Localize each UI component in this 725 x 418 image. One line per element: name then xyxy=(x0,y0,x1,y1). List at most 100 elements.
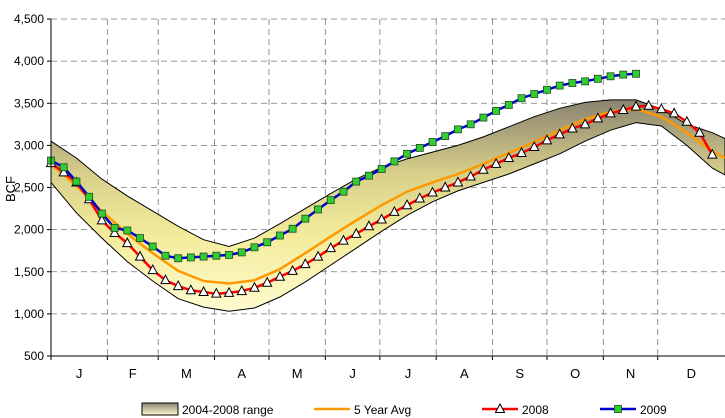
y-tick-label: 4,000 xyxy=(14,54,44,68)
series-2008-point xyxy=(656,103,667,114)
x-tick-label: D xyxy=(687,366,696,381)
legend-marker-2008 xyxy=(494,402,506,413)
series-2008-point xyxy=(579,118,591,129)
series-2008-point xyxy=(236,285,248,296)
series-2009-point xyxy=(441,132,450,141)
series-2009-point xyxy=(454,125,462,134)
series-2008-point xyxy=(452,176,464,187)
series-2008-point xyxy=(223,286,235,297)
series-2009-point xyxy=(97,209,106,218)
series-2009-point xyxy=(225,250,233,259)
series-2008-point xyxy=(503,151,515,163)
series-2009-point xyxy=(314,205,322,214)
series-2008-point xyxy=(541,134,553,145)
series-2008-point xyxy=(274,270,286,281)
series-2008-point xyxy=(261,276,273,287)
series-2008-point xyxy=(249,281,260,292)
series-2009-point xyxy=(492,106,500,115)
series-2009-point xyxy=(466,120,475,129)
series-2009-point xyxy=(543,85,551,94)
series-2008-point xyxy=(389,205,400,216)
series-2008-point xyxy=(147,263,159,275)
x-tick-label: J xyxy=(405,366,412,381)
series-2009-point xyxy=(174,254,183,263)
legend-label-avg: 5 Year Avg xyxy=(354,403,411,417)
x-tick-label: M xyxy=(181,366,192,381)
series-2009-point xyxy=(161,251,170,260)
series-2008-point xyxy=(706,148,718,159)
series-2009-layer xyxy=(47,69,640,263)
series-2009-point xyxy=(365,171,373,180)
series-2008-point xyxy=(643,99,655,110)
legend-marker-2009 xyxy=(614,405,622,413)
series-2008-point xyxy=(350,227,362,238)
series-2009-point xyxy=(428,138,437,146)
series-2008-point xyxy=(338,234,349,245)
series-2008-point xyxy=(630,100,642,111)
series-2009-point xyxy=(59,163,68,172)
series-2008-point xyxy=(478,163,489,174)
series-2008-point xyxy=(427,186,438,197)
y-tick-label: 3,000 xyxy=(14,138,44,152)
series-2009-point xyxy=(326,196,335,205)
series-2009-point xyxy=(199,252,208,261)
x-tick-label: J xyxy=(349,366,356,381)
series-2009-point xyxy=(276,231,284,240)
series-2009-point xyxy=(123,226,132,235)
series-2008-point xyxy=(528,140,540,152)
series-2009-point xyxy=(517,94,526,103)
y-axis-title: BCF xyxy=(3,176,18,202)
series-2008-point xyxy=(172,280,184,291)
legend-label-2008: 2008 xyxy=(522,403,549,417)
series-2008-point xyxy=(210,287,222,298)
series-2008-point xyxy=(401,199,413,210)
y-tick-label: 1,000 xyxy=(14,307,44,321)
series-2008-point xyxy=(160,274,171,285)
series-2009-point xyxy=(581,77,590,86)
series-2009-point xyxy=(212,251,221,260)
series-2008-point xyxy=(300,258,311,269)
x-tick-label: M xyxy=(292,366,303,381)
series-2009-point xyxy=(568,79,577,87)
y-tick-label: 500 xyxy=(24,349,44,363)
series-2009-point xyxy=(186,253,195,262)
series-2009-point xyxy=(263,238,272,247)
x-tick-label: J xyxy=(76,366,83,381)
series-2009-point xyxy=(479,113,488,122)
series-2008-point xyxy=(109,226,120,237)
legend: 2004-2008 range 5 Year Avg 2008 2009 xyxy=(141,402,667,417)
series-2009-point xyxy=(530,90,539,98)
series-2008-point xyxy=(516,146,527,157)
series-2009-point xyxy=(85,192,94,201)
series-2009-point xyxy=(555,81,564,90)
series-2009-point xyxy=(288,224,297,233)
series-2009-point xyxy=(593,74,602,83)
series-2009-point xyxy=(504,101,513,109)
series-2008-point xyxy=(312,250,324,261)
series-2009-point xyxy=(619,70,628,79)
series-2009-point xyxy=(136,234,144,242)
y-tick-label: 1,500 xyxy=(14,265,44,279)
series-2008-point xyxy=(567,122,578,133)
series-2009-point xyxy=(415,144,424,152)
series-2008-point xyxy=(121,237,133,248)
series-2009-point xyxy=(110,224,119,232)
x-tick-label: N xyxy=(626,366,635,381)
series-2009-point xyxy=(377,165,386,173)
series-2008-point xyxy=(134,250,146,261)
legend-label-range: 2004-2008 range xyxy=(182,403,274,417)
x-tick-label: A xyxy=(237,366,246,381)
y-tick-label: 4,500 xyxy=(14,12,44,26)
range-band-area xyxy=(50,99,725,312)
series-2008-point xyxy=(439,181,451,192)
series-2008-point xyxy=(363,220,375,231)
y-tick-label: 3,500 xyxy=(14,96,44,110)
x-tick-label: O xyxy=(570,366,580,381)
y-tick-label: 2,500 xyxy=(14,181,44,195)
series-2009-point xyxy=(237,248,246,257)
series-2009-point xyxy=(352,177,361,186)
series-2008-point xyxy=(617,103,629,114)
series-2008-point xyxy=(554,128,566,139)
series-2009-point xyxy=(72,177,81,186)
